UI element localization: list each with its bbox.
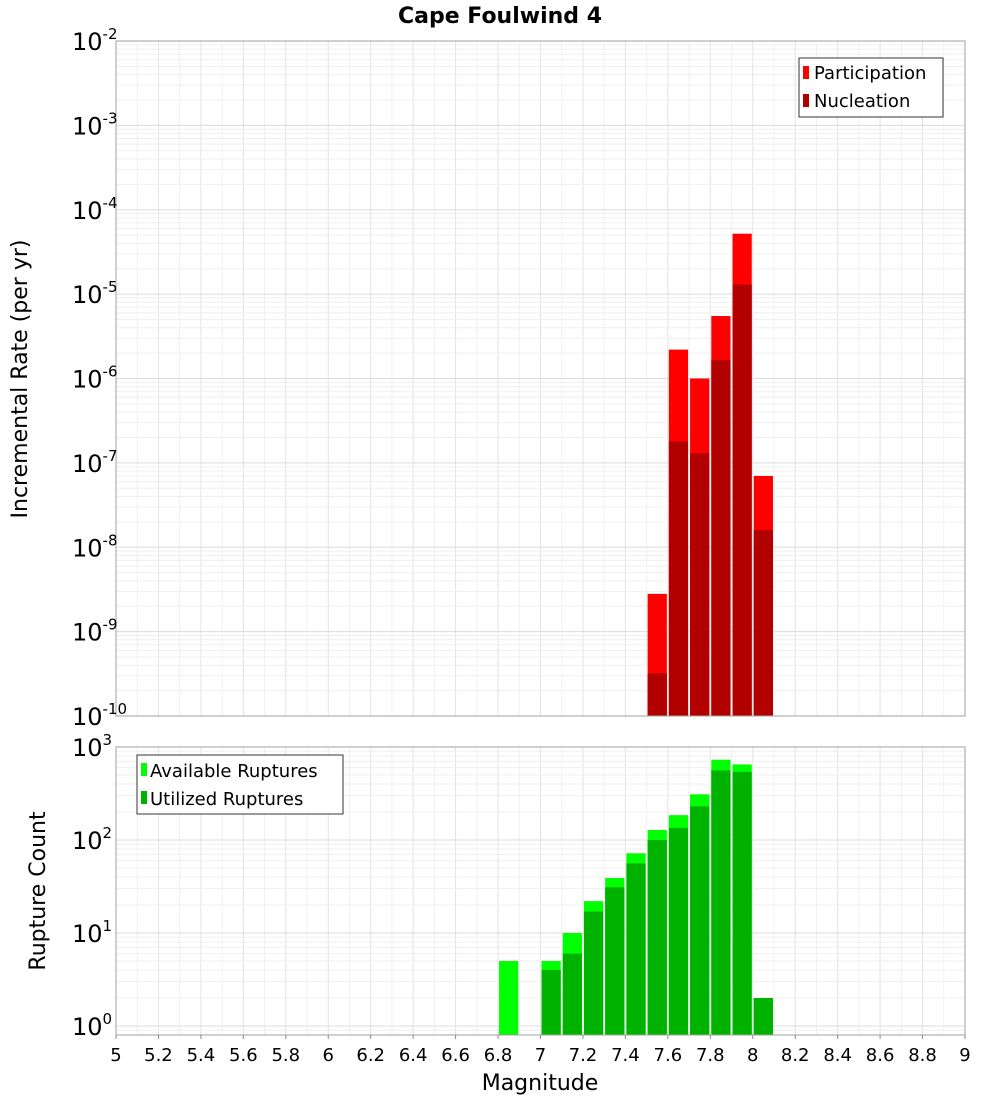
rate-panel: 10-2 10-3 10-4 10-5 10-6 10-7 10-8 10-9 10-10 In…	[8, 25, 966, 731]
x-tick-label: 7	[535, 1045, 546, 1066]
x-tick-label: 6	[323, 1045, 334, 1066]
nucleation-bar	[753, 530, 773, 716]
utilized-ruptures-legend-label: Utilized Ruptures	[150, 789, 303, 810]
nucleation-legend-label: Nucleation	[814, 91, 910, 112]
rate-y-axis-label: Incremental Rate (per yr)	[8, 240, 33, 519]
count-y-tick-label: 102	[72, 824, 112, 855]
x-axis-label: Magnitude	[482, 1071, 599, 1096]
x-tick-label: 7.8	[696, 1045, 725, 1066]
participation-legend-swatch	[803, 66, 809, 79]
available-ruptures-legend-swatch	[141, 763, 147, 776]
rate-y-tick-label: 10-8	[72, 531, 118, 562]
count-legend: Available Ruptures Utilized Ruptures	[136, 754, 344, 815]
count-y-ticks: 103 102 101 100	[72, 731, 112, 1041]
nucleation-bar	[732, 284, 752, 716]
participation-legend-label: Participation	[814, 63, 926, 84]
utilized-ruptures-bar	[583, 911, 604, 1035]
available-ruptures-legend-label: Available Ruptures	[150, 761, 318, 782]
rate-y-tick-label: 10-10	[72, 700, 127, 731]
x-tick-label: 8.8	[908, 1045, 937, 1066]
x-tick-label: 6.6	[441, 1045, 470, 1066]
nucleation-bar	[647, 673, 667, 716]
chart-title: Cape Foulwind 4	[398, 4, 602, 29]
rate-y-tick-label: 10-7	[72, 447, 118, 478]
available-ruptures-bar	[499, 960, 519, 1035]
count-y-tick-label: 103	[72, 731, 112, 762]
x-tick-label: 6.4	[399, 1045, 428, 1066]
rate-y-tick-label: 10-4	[72, 194, 118, 225]
magnitude-x-ticks: 5 5.2 5.4 5.6 5.8 6 6.2 6.4 6.6 6.8 7 7.2 7.4 7.6 7.8 8…	[110, 1035, 971, 1066]
utilized-ruptures-bar	[541, 969, 561, 1035]
x-tick-label: 9	[959, 1045, 970, 1066]
x-tick-label: 5.2	[144, 1045, 173, 1066]
rupture-count-panel: 103 102 101 100 5 5.2 5.4 5.6 5.8 6 6.2 6.4 6.6 6.8 7…	[26, 731, 971, 1096]
utilized-ruptures-bar	[626, 863, 646, 1035]
rate-y-tick-label: 10-9	[72, 616, 118, 647]
rate-bars	[647, 233, 773, 716]
x-tick-label: 8	[747, 1045, 758, 1066]
x-tick-label: 5.6	[229, 1045, 258, 1066]
count-y-tick-label: 100	[72, 1010, 112, 1041]
nucleation-bar	[668, 441, 689, 716]
x-tick-label: 8.6	[866, 1045, 895, 1066]
utilized-ruptures-bar	[732, 771, 752, 1035]
rate-plot-frame	[115, 40, 966, 717]
rate-grid	[115, 41, 966, 717]
rate-legend: Participation Nucleation	[798, 57, 944, 118]
utilized-ruptures-bar	[562, 953, 582, 1035]
count-legend-box	[136, 754, 344, 815]
x-tick-label: 7.2	[569, 1045, 598, 1066]
count-y-axis-label: Rupture Count	[26, 811, 51, 971]
utilized-ruptures-legend-swatch	[141, 791, 147, 804]
x-tick-label: 6.2	[356, 1045, 385, 1066]
rate-y-tick-label: 10-6	[72, 363, 118, 394]
utilized-ruptures-bar	[753, 997, 773, 1035]
x-tick-label: 7.4	[611, 1045, 640, 1066]
count-y-tick-label: 101	[72, 917, 112, 948]
x-tick-label: 5.8	[271, 1045, 300, 1066]
rate-y-tick-label: 10-2	[72, 25, 118, 56]
rate-y-tick-label: 10-3	[72, 109, 118, 140]
count-bars	[499, 759, 773, 1035]
nucleation-bar	[690, 453, 710, 716]
rate-y-tick-label: 10-5	[72, 278, 118, 309]
x-tick-label: 6.8	[484, 1045, 513, 1066]
utilized-ruptures-bar	[605, 887, 625, 1035]
x-tick-label: 8.4	[823, 1045, 852, 1066]
utilized-ruptures-bar	[668, 827, 689, 1035]
rate-y-ticks: 10-2 10-3 10-4 10-5 10-6 10-7 10-8 10-9 10-10	[72, 25, 127, 731]
nucleation-bar	[711, 360, 731, 716]
utilized-ruptures-bar	[690, 806, 710, 1035]
utilized-ruptures-bar	[711, 770, 731, 1035]
utilized-ruptures-bar	[647, 839, 667, 1035]
x-tick-label: 5.4	[187, 1045, 216, 1066]
x-tick-label: 8.2	[781, 1045, 810, 1066]
x-tick-label: 7.6	[654, 1045, 683, 1066]
x-tick-label: 5	[110, 1045, 121, 1066]
nucleation-legend-swatch	[803, 94, 809, 107]
rate-legend-box	[798, 57, 944, 118]
